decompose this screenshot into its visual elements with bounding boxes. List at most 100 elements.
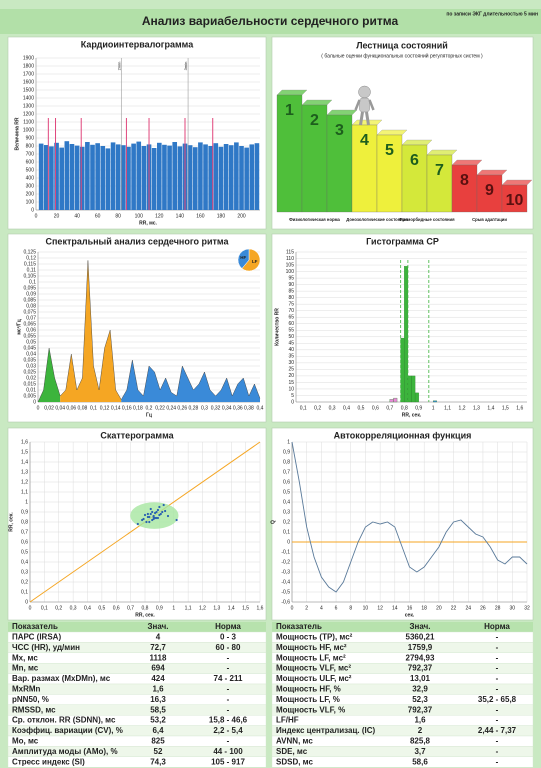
y-tick-label: 0,5 (283, 489, 290, 495)
y-tick-label: 100 (286, 269, 295, 275)
table-cell: 5360,21 (406, 633, 435, 642)
x-tick-label: 12 (377, 605, 383, 611)
table-cell: - (227, 737, 230, 746)
table-cell: 1759,9 (408, 643, 433, 652)
bar (64, 141, 70, 210)
x-tick-label: 0,6 (113, 605, 120, 611)
x-tick-label: 200 (237, 213, 246, 219)
y-tick-label: 600 (26, 159, 35, 165)
y-tick-label: -0,2 (281, 559, 290, 565)
histogram-bar (393, 397, 398, 403)
step-number: 9 (485, 182, 494, 199)
y-tick-label: -0,6 (281, 599, 290, 605)
person-body (359, 97, 370, 113)
x-tick-label: 60 (95, 213, 101, 219)
bar (136, 141, 142, 210)
step (326, 114, 353, 213)
x-tick-label: 8 (349, 605, 352, 611)
y-axis-label: мс²/Гц (16, 318, 22, 334)
x-tick-label: 0,32 (211, 405, 221, 411)
bar (69, 144, 75, 210)
y-tick-label: 0,015 (23, 381, 36, 387)
bar (74, 145, 80, 210)
y-tick-label: 0,03 (26, 363, 36, 369)
bar (141, 146, 147, 210)
y-tick-label: 90 (288, 282, 294, 288)
table-cell: 35,2 - 65,8 (478, 695, 517, 704)
table-cell: - (496, 737, 499, 746)
y-tick-label: 0,025 (23, 369, 36, 375)
x-axis-label: RR, сек. (402, 412, 422, 418)
y-tick-label: 1 (25, 499, 28, 505)
x-tick-label: 4 (320, 605, 323, 611)
table-cell: 424 (151, 674, 165, 683)
x-tick-label: 0,1 (90, 405, 97, 411)
scatter-point (151, 510, 154, 514)
bar (213, 143, 219, 210)
x-tick-label: 1,5 (502, 405, 509, 411)
table-header: Показатель (276, 622, 322, 631)
table-header: Норма (215, 622, 241, 631)
table-cell: - (496, 747, 499, 756)
area-fill (38, 348, 61, 402)
line-series (291, 441, 528, 593)
x-tick-label: 28 (495, 605, 501, 611)
bar (254, 143, 260, 210)
y-tick-label: 700 (26, 151, 35, 157)
table-cell: Мощность VLF, мс² (276, 664, 351, 673)
y-axis-label: RR, сек. (8, 512, 14, 532)
area-fill (60, 260, 122, 402)
bar (90, 144, 95, 210)
table-cell: - (227, 695, 230, 704)
x-tick-label: 26 (480, 605, 486, 611)
pie-label: HF (240, 255, 246, 260)
y-tick-label: 0,5 (21, 549, 28, 555)
x-tick-label: 100 (135, 213, 144, 219)
chart-title: Автокорреляционная функция (334, 430, 472, 440)
table-cell: Мощность HF, мс² (276, 643, 347, 652)
table-cell: 1118 (150, 653, 167, 662)
x-tick-label: 0,22 (155, 405, 165, 411)
scatter-point (146, 512, 149, 516)
x-tick-label: 1,6 (257, 605, 264, 611)
scatter-point (161, 510, 164, 514)
x-tick-label: 0,04 (55, 405, 65, 411)
y-tick-label: -0,5 (281, 589, 290, 595)
y-tick-label: 0,005 (23, 393, 36, 399)
area-line (121, 359, 261, 400)
y-tick-label: 35 (288, 354, 294, 360)
y-tick-label: 0,3 (21, 569, 28, 575)
table-cell: Mo, мс (12, 737, 39, 746)
x-tick-label: 1,3 (473, 405, 480, 411)
scatter-point (145, 520, 148, 524)
table-cell: 13,01 (410, 674, 431, 683)
bar (95, 143, 100, 210)
y-tick-label: 0,9 (283, 449, 290, 455)
table-cell: - (227, 705, 230, 714)
x-tick-label: 0,24 (166, 405, 176, 411)
table-cell: ПАРС (IRSA) (12, 633, 61, 642)
table-cell: - (496, 685, 499, 694)
y-tick-label: 0,05 (26, 339, 36, 345)
x-tick-label: 10 (363, 605, 369, 611)
x-axis-label: Гц (146, 412, 153, 418)
y-tick-label: 1100 (23, 119, 34, 125)
x-tick-label: 0,36 (233, 405, 243, 411)
table-header-bg (8, 622, 266, 632)
table-cell: Mx, мс (12, 653, 38, 662)
table-cell: - (496, 664, 499, 673)
x-tick-label: 1,6 (516, 405, 523, 411)
table-cell: 74 - 211 (214, 674, 243, 683)
x-tick-label: 0 (29, 605, 32, 611)
scatter-point (152, 515, 155, 519)
x-tick-label: 0,9 (415, 405, 422, 411)
x-tick-label: 1,4 (487, 405, 494, 411)
y-tick-label: 0,075 (23, 309, 36, 315)
table-cell: 15,8 - 46,6 (209, 716, 248, 725)
x-tick-label: 0,3 (329, 405, 336, 411)
y-tick-label: 0 (31, 207, 34, 213)
y-tick-label: 10 (288, 386, 294, 392)
x-tick-label: 0,7 (127, 605, 134, 611)
y-tick-label: 1400 (23, 95, 34, 101)
y-tick-label: 0,9 (21, 509, 28, 515)
